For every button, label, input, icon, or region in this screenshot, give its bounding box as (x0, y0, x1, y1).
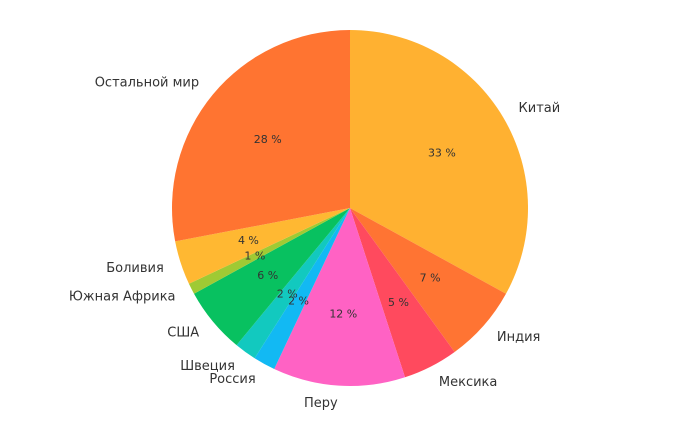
slice-label: Индия (497, 330, 540, 345)
value-label: 12 % (329, 308, 357, 321)
slice-label: США (167, 325, 199, 340)
value-label: 33 % (428, 147, 456, 160)
slice-label: Остальной мир (95, 76, 199, 91)
value-label: 4 % (238, 234, 259, 247)
slice-label: Южная Африка (69, 289, 176, 304)
slice-label: Китай (519, 101, 561, 116)
slice-label: Боливия (106, 261, 164, 276)
slice-label: Перу (304, 396, 338, 411)
value-label: 2 % (288, 295, 309, 308)
value-label: 1 % (244, 249, 265, 262)
pie-slice (188, 208, 350, 294)
pie-slice (194, 208, 350, 346)
pie-slice (350, 30, 528, 294)
value-label: 28 % (254, 133, 282, 146)
pie-slice (350, 208, 455, 378)
value-label: 7 % (420, 272, 441, 285)
pie-slice (171, 30, 350, 242)
slice-label: Россия (209, 372, 255, 387)
pie-slice (350, 208, 506, 353)
value-label: 5 % (388, 296, 409, 309)
pie-slice (274, 208, 406, 386)
value-label: 6 % (257, 269, 278, 282)
slice-label: Швеция (180, 359, 235, 374)
pie-slice (175, 208, 350, 284)
pie-slice (236, 208, 350, 359)
slice-label: Мексика (439, 375, 497, 390)
pie-slice (254, 208, 350, 370)
value-label: 2 % (277, 287, 298, 300)
